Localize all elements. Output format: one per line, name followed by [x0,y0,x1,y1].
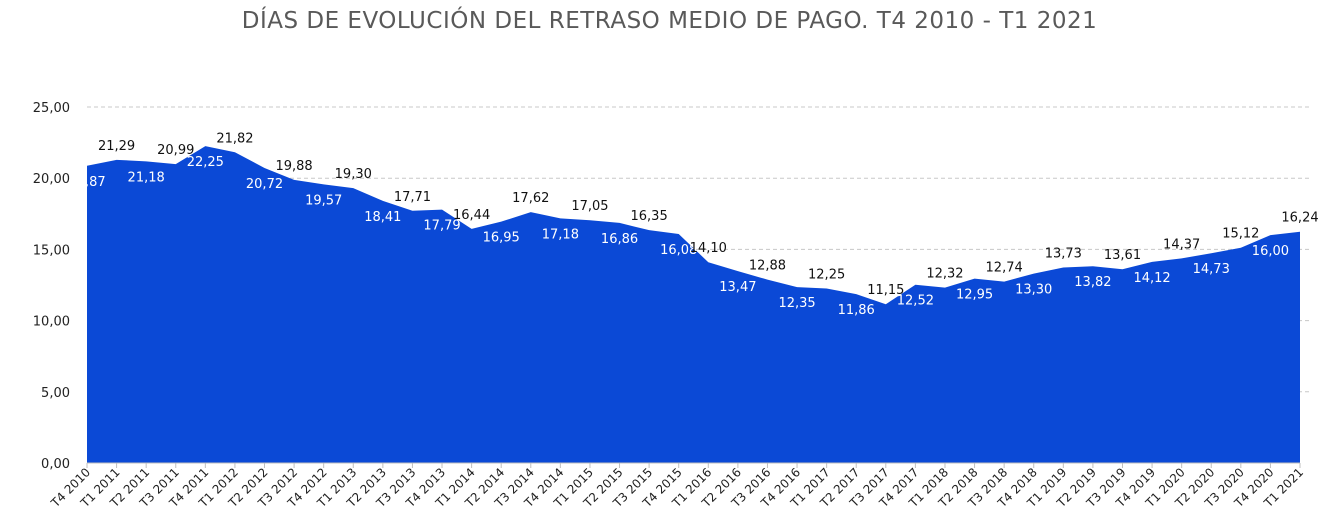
y-tick-label: 0,00 [41,457,70,472]
data-label: 22,25 [187,155,224,170]
data-label: 12,32 [926,267,963,282]
data-label: 19,88 [275,159,312,174]
data-label: 16,86 [601,232,638,247]
data-label: 15,12 [1222,227,1259,242]
y-tick-label: 20,00 [33,172,70,187]
data-label: 21,29 [98,139,135,154]
data-label: 13,73 [1045,246,1082,261]
data-label: 21,18 [128,170,165,185]
chart-title: DÍAS DE EVOLUCIÓN DEL RETRASO MEDIO DE P… [241,8,1098,34]
data-label: 16,08 [660,243,697,258]
data-label: 12,95 [956,288,993,303]
data-label: 12,52 [897,294,934,309]
data-label: 16,44 [453,208,490,223]
data-label: 20,72 [246,177,283,192]
data-label: 17,18 [542,227,579,242]
data-label: 17,05 [571,199,608,214]
data-label: 14,73 [1193,262,1230,277]
data-label: 17,71 [394,190,431,205]
data-label: 13,47 [719,280,756,295]
data-label: 14,37 [1163,237,1200,252]
data-label: 19,30 [335,167,372,182]
data-label: 14,10 [690,241,727,256]
area-series [87,146,1300,463]
data-label: 13,30 [1015,283,1052,298]
data-label: 16,24 [1281,211,1318,226]
data-label: 19,57 [305,193,342,208]
data-label: 17,62 [512,191,549,206]
data-label: 20,87 [68,175,105,190]
data-label: 21,82 [216,131,253,146]
data-label: 14,12 [1133,271,1170,286]
data-label: 12,25 [808,268,845,283]
data-label: 12,88 [749,259,786,274]
y-tick-label: 25,00 [33,101,70,116]
data-label: 11,86 [838,303,875,318]
y-tick-label: 15,00 [33,243,70,258]
data-label: 18,41 [364,210,401,225]
data-label: 20,99 [157,143,194,158]
data-label: 16,00 [1252,244,1289,259]
data-label: 17,79 [423,219,460,234]
data-label: 12,35 [778,296,815,311]
data-label: 12,74 [986,261,1023,276]
y-tick-label: 5,00 [41,386,70,401]
data-label: 13,61 [1104,248,1141,263]
data-label: 16,35 [631,209,668,224]
data-label: 11,15 [867,283,904,298]
data-label: 13,82 [1074,275,1111,290]
data-label: 16,95 [483,231,520,246]
y-tick-label: 10,00 [33,315,70,330]
